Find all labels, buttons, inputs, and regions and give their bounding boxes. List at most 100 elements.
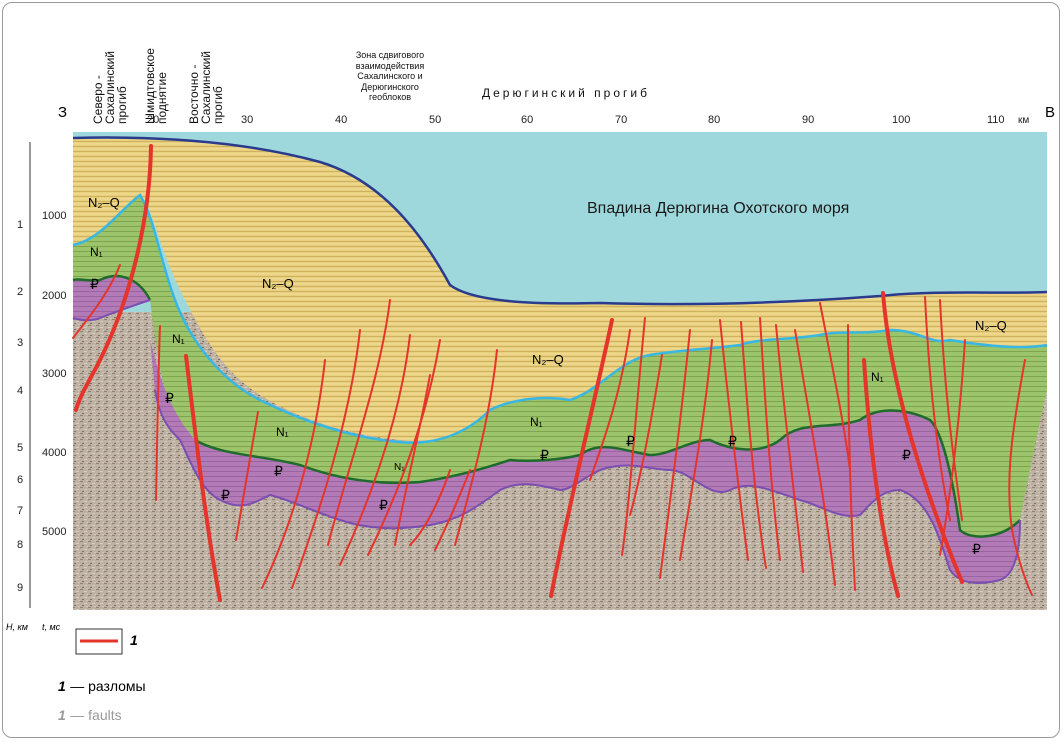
depth-axis-label: H, км	[6, 622, 28, 632]
unit-label-n1: N₁	[90, 245, 103, 259]
structure-schmidt: Шмидтовское поднятие	[143, 12, 169, 124]
fault-line	[184, 354, 222, 602]
depth-tick: 7	[17, 505, 24, 517]
fault-line	[719, 319, 749, 561]
fault-line	[819, 302, 851, 471]
unit-label-n1: N₁	[871, 370, 884, 384]
fault-line	[679, 339, 713, 561]
fault-line	[847, 324, 856, 591]
unit-label-paleogene: ₽	[90, 276, 99, 292]
fault-line	[409, 469, 451, 546]
depth-tick: 5	[17, 442, 24, 454]
paleogene-base-line	[72, 299, 1021, 584]
depth-tick: 4	[17, 385, 24, 397]
unit-label-n2q: N₂–Q	[975, 318, 1007, 333]
fault-line	[659, 329, 691, 579]
unit-label-paleogene: ₽	[221, 487, 230, 503]
time-tick: 2000	[42, 290, 67, 302]
fault-line	[621, 317, 646, 556]
fault-line	[881, 291, 964, 584]
fault-line	[291, 329, 361, 589]
legend-ru-text: — разломы	[70, 678, 146, 694]
fault-line	[549, 318, 614, 598]
unit-label-paleogene: ₽	[274, 463, 283, 479]
time-tick: 1000	[42, 210, 67, 222]
unit-label-n2q: N₂–Q	[262, 276, 294, 291]
fault-line	[589, 329, 631, 481]
legend-en: 1 — faults	[58, 707, 122, 725]
structure-line: Шмидтовское поднятие	[143, 48, 169, 124]
structure-east-sakhalin: Восточно - Сахалинский прогиб	[187, 12, 225, 124]
legend-en-text: — faults	[70, 707, 122, 723]
fault-line	[454, 349, 498, 546]
deryugin-trough-label: Дерюгинский прогиб	[482, 86, 650, 100]
unit-label-paleogene: ₽	[902, 447, 911, 463]
fault-line	[629, 354, 663, 516]
fault-line	[924, 296, 951, 521]
distance-unit: км	[1018, 115, 1030, 126]
time-tick: 5000	[42, 526, 67, 538]
depth-tick: 9	[17, 582, 24, 594]
n1-layer	[73, 195, 1047, 537]
fault-line	[155, 325, 161, 501]
structure-north-sakhalin: Северо - Сахалинский прогиб	[91, 12, 129, 124]
fault-line	[862, 358, 900, 598]
depth-tick: 1	[17, 219, 24, 231]
east-label: В	[1045, 104, 1056, 121]
fault-line	[1008, 359, 1033, 596]
fault-line	[394, 374, 431, 546]
shear-zone-label: Зона сдвигового взаимодействия Сахалинск…	[355, 50, 425, 102]
unit-label-paleogene: ₽	[165, 390, 174, 406]
distance-tick: 50	[429, 114, 442, 126]
legend-item-number: 1	[130, 632, 138, 648]
legend-ru: 1 — разломы	[58, 678, 146, 696]
time-tick: 3000	[42, 368, 67, 380]
distance-tick: 70	[615, 114, 628, 126]
time-tick: 4000	[42, 447, 67, 459]
distance-tick: 40	[335, 114, 348, 126]
unit-label-paleogene: ₽	[379, 497, 388, 513]
structure-line: Восточно - Сахалинский прогиб	[187, 50, 225, 124]
distance-tick: 80	[708, 114, 721, 126]
fault-line	[794, 329, 836, 586]
depth-tick: 8	[17, 539, 24, 551]
distance-tick: 20	[147, 114, 160, 126]
paleogene-layer	[73, 276, 1020, 583]
basin-label: Впадина Дерюгина Охотского моря	[587, 200, 850, 217]
depth-tick: 6	[17, 474, 24, 486]
fault-line	[939, 339, 966, 556]
unit-label-paleogene: ₽	[972, 541, 981, 557]
n2q-layer	[73, 137, 1047, 441]
depth-tick: 2	[17, 286, 24, 298]
distance-tick: 30	[241, 114, 254, 126]
distance-tick: 60	[521, 114, 534, 126]
unit-label-n2q: N₂–Q	[532, 352, 564, 367]
fault-line	[327, 299, 391, 546]
fault-line	[759, 317, 781, 561]
unit-label-n1: N₁	[172, 332, 185, 346]
unit-label-paleogene: ₽	[540, 447, 549, 463]
time-axis-label: t, мс	[42, 622, 61, 632]
fault-line	[434, 469, 471, 551]
fault-line	[939, 299, 963, 521]
unit-label-paleogene: ₽	[626, 433, 635, 449]
fault-line	[740, 321, 767, 569]
unit-label-n1: N₁	[530, 415, 543, 429]
fault-line	[235, 411, 259, 541]
west-label: З	[58, 104, 68, 121]
fault-lines	[72, 144, 1033, 602]
n1-top-line	[72, 193, 1048, 444]
fault-line	[775, 324, 804, 573]
unit-label-n2q: N₂–Q	[88, 195, 120, 210]
legend-en-number: 1	[58, 707, 66, 723]
legend-ru-number: 1	[58, 678, 66, 694]
unit-label-paleogene: ₽	[728, 433, 737, 449]
fault-line	[339, 334, 411, 566]
fault-line	[261, 359, 326, 589]
unit-label-n1: N₁	[394, 462, 405, 473]
fault-line	[74, 144, 153, 412]
distance-tick: 90	[802, 114, 815, 126]
fault-line	[72, 264, 121, 339]
